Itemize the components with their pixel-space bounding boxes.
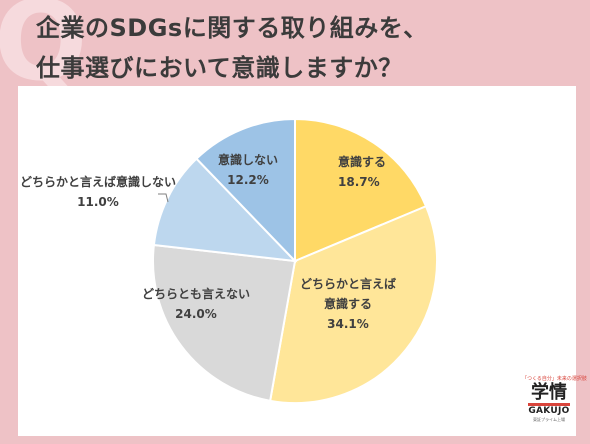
- gakujo-logo: 「つくる自分」未来の選択肢 学情 GAKUJO 東証プライム上場: [522, 376, 587, 428]
- logo-name: GAKUJO: [528, 406, 570, 416]
- pie-slice-4: [152, 157, 298, 263]
- logo-bar: [528, 403, 570, 406]
- slice-value-label-4: 11.0%: [77, 195, 119, 209]
- title-line-1: 企業のSDGsに関する取り組みを、: [36, 14, 428, 42]
- pie-slice-2: [268, 204, 438, 404]
- slice-category-label-1: 意識する: [338, 154, 386, 169]
- slice-category-label-3: どちらとも言えない: [142, 286, 250, 301]
- leader-line: [158, 193, 169, 203]
- pie-chart: 意識する18.7%どちらかと言えば意識する34.1%どちらとも言えない24.0%…: [20, 117, 438, 404]
- title-line-2: 仕事選びにおいて意識しますか？: [36, 54, 403, 82]
- page-title: 企業のSDGsに関する取り組みを、 仕事選びにおいて意識しますか？: [36, 8, 576, 88]
- slice-value-label-2: 34.1%: [327, 317, 369, 331]
- slice-category-label-4: どちらかと言えば意識しない: [20, 174, 176, 189]
- slice-value-label-1: 18.7%: [338, 175, 380, 189]
- chart-panel: 意識する 18.7% どちらかと言えば 意識する 34.1% どちらとも言えない 24.0%…: [18, 86, 576, 436]
- pie-slice-5: [195, 117, 296, 264]
- logo-mark: 学情: [531, 382, 567, 403]
- slice-category-label-5: 意識しない: [218, 152, 278, 167]
- pie-slice-1: [294, 117, 428, 263]
- slice-category-label-2: どちらかと言えば: [300, 276, 396, 291]
- background-q-glyph: Q: [0, 0, 88, 105]
- slice-value-label-5: 12.2%: [227, 173, 269, 187]
- slice-value-label-3: 24.0%: [175, 307, 217, 321]
- slice-category-label-2: 意識する: [324, 296, 372, 311]
- logo-tagline: 「つくる自分」未来の選択肢: [522, 376, 587, 382]
- pie-slice-3: [152, 243, 297, 402]
- logo-footer: 東証プライム上場: [533, 417, 565, 422]
